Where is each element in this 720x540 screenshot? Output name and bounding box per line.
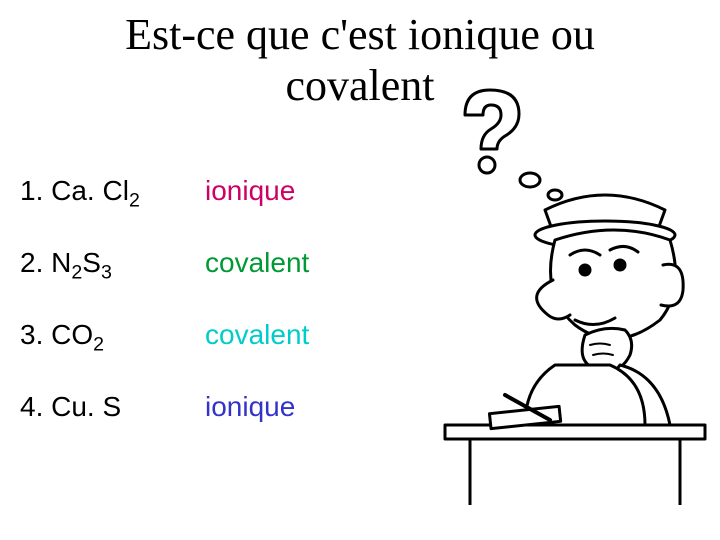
table-row: 4. Cu. S ionique	[20, 371, 460, 443]
formula-prefix: CO	[51, 319, 93, 350]
formula-sub: 2	[93, 334, 104, 356]
title-line-2: covalent	[285, 61, 434, 110]
answer-cell: covalent	[205, 247, 309, 279]
formula-cell: 4. Cu. S	[20, 391, 205, 423]
row-number: 1.	[20, 175, 51, 206]
formula-mid: S	[82, 247, 101, 278]
answer-cell: ionique	[205, 391, 295, 423]
formula-sub: 2	[71, 262, 82, 284]
formula-cell: 1. Ca. Cl2	[20, 175, 205, 207]
formula-sub: 2	[129, 190, 140, 212]
row-number: 2.	[20, 247, 51, 278]
answer-cell: covalent	[205, 319, 309, 351]
title-line-1: Est-ce que c'est ionique ou	[125, 10, 595, 59]
row-number: 3.	[20, 319, 51, 350]
formula-prefix: N	[51, 247, 71, 278]
table-row: 1. Ca. Cl2 ionique	[20, 155, 460, 227]
formula-prefix: Ca. Cl	[51, 175, 129, 206]
table-row: 3. CO2 covalent	[20, 299, 460, 371]
thinking-man-icon	[435, 65, 715, 505]
slide: Est-ce que c'est ionique ou covalent 1. …	[0, 0, 720, 540]
answer-cell: ionique	[205, 175, 295, 207]
formula-sub2: 3	[101, 262, 112, 284]
row-number: 4.	[20, 391, 51, 422]
formula-cell: 3. CO2	[20, 319, 205, 351]
formula-prefix: Cu. S	[51, 391, 121, 422]
table-row: 2. N2S3 covalent	[20, 227, 460, 299]
formula-cell: 2. N2S3	[20, 247, 205, 279]
answer-table: 1. Ca. Cl2 ionique 2. N2S3 covalent 3. C…	[20, 155, 460, 443]
